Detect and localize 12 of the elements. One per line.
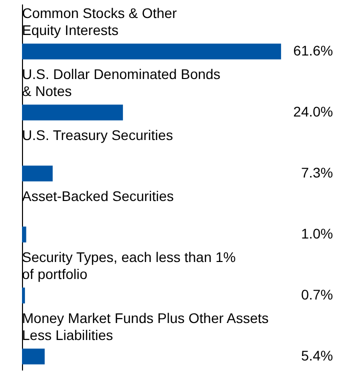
y-tick-label: U.S. Treasury Securities bbox=[22, 127, 173, 143]
data-label: 1.0% bbox=[301, 226, 333, 242]
data-label: 61.6% bbox=[293, 42, 333, 58]
data-label: 0.7% bbox=[301, 286, 333, 302]
data-label: 24.0% bbox=[293, 104, 333, 120]
y-tick-label: U.S. Dollar Denominated Bonds & Notes bbox=[22, 66, 220, 99]
data-label: 7.3% bbox=[301, 164, 333, 180]
y-tick-label: Money Market Funds Plus Other Assets Less Liabilities bbox=[22, 310, 269, 343]
data-label: 5.4% bbox=[301, 348, 333, 364]
y-tick-label: Security Types, each less than 1% of portfolio bbox=[22, 249, 236, 282]
y-tick-label: Common Stocks & Other Equity Interests bbox=[22, 5, 178, 38]
y-tick-label: Asset-Backed Securities bbox=[22, 188, 174, 204]
